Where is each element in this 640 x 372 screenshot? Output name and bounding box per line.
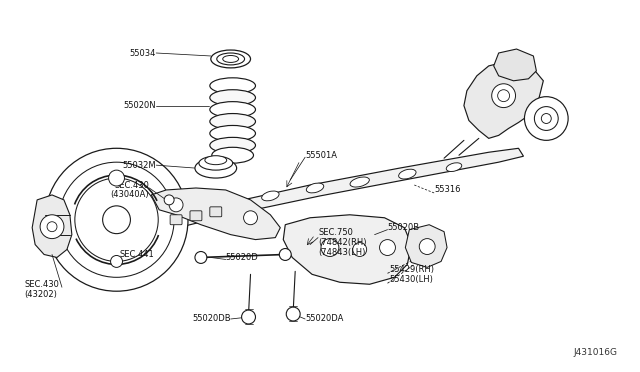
Circle shape [111, 256, 122, 267]
FancyBboxPatch shape [190, 211, 202, 221]
Circle shape [321, 238, 339, 256]
Ellipse shape [210, 125, 255, 141]
Text: 55020DA: 55020DA [305, 314, 344, 324]
Text: 55034: 55034 [130, 48, 156, 58]
Circle shape [75, 178, 158, 262]
Circle shape [286, 307, 300, 321]
Polygon shape [156, 148, 524, 235]
Text: (74843(LH): (74843(LH) [318, 248, 365, 257]
Ellipse shape [210, 113, 255, 129]
Ellipse shape [210, 102, 255, 118]
Text: 55020DB: 55020DB [192, 314, 230, 324]
Circle shape [45, 148, 188, 291]
FancyBboxPatch shape [210, 207, 221, 217]
Circle shape [40, 215, 64, 238]
Polygon shape [493, 49, 536, 81]
Ellipse shape [399, 169, 416, 179]
Text: SEC.441: SEC.441 [120, 250, 154, 259]
Circle shape [244, 211, 257, 225]
Text: SEC.430: SEC.430 [24, 280, 59, 289]
Circle shape [498, 90, 509, 102]
Text: SEC.750: SEC.750 [318, 228, 353, 237]
Text: SEC.430: SEC.430 [115, 180, 149, 189]
Ellipse shape [205, 156, 227, 165]
Ellipse shape [350, 177, 369, 187]
Polygon shape [284, 215, 412, 284]
Text: (43202): (43202) [24, 290, 57, 299]
Polygon shape [32, 195, 72, 257]
Text: 55501A: 55501A [305, 151, 337, 160]
Text: J431016G: J431016G [573, 348, 618, 357]
Ellipse shape [210, 78, 255, 94]
Polygon shape [151, 188, 280, 240]
Text: 55020B: 55020B [387, 223, 420, 232]
Circle shape [164, 195, 174, 205]
Ellipse shape [210, 137, 255, 153]
Circle shape [541, 113, 551, 124]
Text: 55316: 55316 [434, 186, 461, 195]
Text: 55020N: 55020N [124, 101, 156, 110]
Circle shape [419, 238, 435, 254]
Ellipse shape [210, 90, 255, 106]
Ellipse shape [212, 147, 253, 163]
Ellipse shape [446, 163, 461, 171]
Circle shape [47, 222, 57, 232]
Polygon shape [464, 61, 543, 138]
Circle shape [102, 206, 131, 234]
Ellipse shape [211, 50, 250, 68]
Circle shape [380, 240, 396, 256]
Circle shape [195, 251, 207, 263]
Ellipse shape [199, 156, 233, 170]
Polygon shape [405, 225, 447, 267]
Text: (74842(RH): (74842(RH) [318, 238, 367, 247]
Text: 55429(RH): 55429(RH) [390, 265, 435, 274]
Text: 55020D: 55020D [226, 253, 259, 262]
Text: (43040A): (43040A) [111, 190, 149, 199]
Circle shape [109, 170, 124, 186]
Ellipse shape [195, 158, 237, 178]
Circle shape [59, 162, 174, 277]
Circle shape [353, 243, 367, 256]
Text: 55430(LH): 55430(LH) [390, 275, 433, 284]
Ellipse shape [307, 183, 324, 193]
FancyBboxPatch shape [170, 215, 182, 225]
Circle shape [241, 310, 255, 324]
Circle shape [524, 97, 568, 140]
Ellipse shape [262, 191, 279, 201]
Ellipse shape [223, 55, 239, 62]
Circle shape [534, 107, 558, 131]
Circle shape [169, 198, 183, 212]
Text: 55032M: 55032M [123, 161, 156, 170]
Circle shape [492, 84, 516, 108]
Ellipse shape [217, 53, 244, 65]
Circle shape [279, 248, 291, 260]
